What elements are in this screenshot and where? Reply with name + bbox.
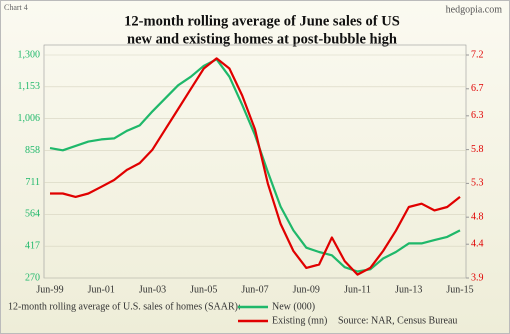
y2-tick-label: 4.4 — [471, 239, 484, 250]
chart-title: new and existing homes at post-bubble hi… — [127, 31, 397, 47]
corner-label: Chart 4 — [4, 3, 28, 12]
watermark: hedgopia.com — [446, 4, 503, 15]
y2-tick-label: 6.7 — [471, 83, 484, 94]
x-tick-label: Jun-15 — [446, 284, 473, 295]
y-tick-label: 1,300 — [18, 49, 41, 60]
y2-tick-label: 3.9 — [471, 272, 484, 283]
series-line — [50, 57, 461, 276]
y2-tick-label: 4.8 — [471, 211, 484, 222]
x-tick-label: Jun-03 — [139, 284, 166, 295]
y-tick-label: 564 — [25, 209, 40, 220]
x-tick-label: Jun-01 — [88, 284, 115, 295]
x-tick-label: Jun-99 — [36, 284, 63, 295]
x-tick-label: Jun-11 — [344, 284, 371, 295]
legend-label: Existing (mn) — [272, 315, 327, 326]
y-tick-label: 858 — [25, 145, 40, 156]
y-tick-label: 417 — [25, 240, 40, 251]
series-line — [49, 58, 461, 273]
x-tick-label: Jun-05 — [190, 284, 217, 295]
y-tick-label: 270 — [25, 272, 40, 283]
legend-label: New (000) — [272, 301, 315, 312]
y-tick-label: 1,006 — [18, 113, 41, 124]
y-tick-label: 711 — [25, 177, 40, 188]
chart-title: 12-month rolling average of June sales o… — [124, 13, 400, 29]
y2-tick-label: 7.2 — [471, 49, 484, 60]
source: Source: NAR, Census Bureau — [338, 315, 457, 326]
y-tick-label: 1,153 — [18, 81, 41, 92]
x-tick-label: Jun-13 — [395, 284, 422, 295]
x-tick-label: Jun-09 — [293, 284, 320, 295]
y2-tick-label: 6.3 — [471, 110, 484, 121]
y2-tick-label: 5.8 — [471, 144, 484, 155]
y2-tick-label: 5.3 — [471, 178, 484, 189]
x-tick-label: Jun-07 — [241, 284, 268, 295]
footnote: 12-month rolling average of U.S. sales o… — [8, 301, 241, 312]
